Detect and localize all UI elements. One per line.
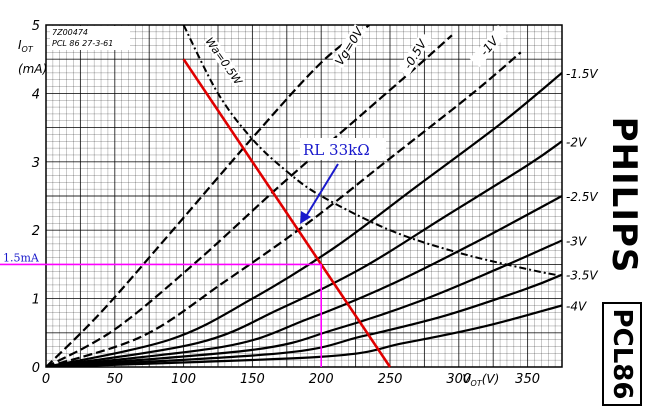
grid-voltage-label: -3V — [566, 234, 587, 248]
x-axis-label: VOT(V) — [462, 372, 499, 388]
series-curve — [46, 25, 371, 367]
op-point-label-bg — [1, 251, 45, 264]
y-tick-label: 1 — [32, 293, 40, 308]
brand-text: PHILIPS — [604, 116, 644, 274]
y-axis-label: IOT — [18, 38, 34, 54]
y-axis-unit: (mA) — [18, 62, 47, 76]
x-tick-label: 250 — [378, 372, 403, 387]
brand-logo: PHILIPS — [602, 117, 646, 274]
load-label-bg — [300, 138, 386, 160]
series-curve — [46, 72, 562, 367]
series-curve — [46, 304, 562, 367]
top-curve-label: Vg=0V — [332, 24, 366, 67]
power-label-bg — [203, 34, 245, 88]
model-text: PCL86 — [607, 308, 637, 400]
power-curve — [182, 25, 562, 278]
x-tick-label: 50 — [107, 372, 124, 387]
power-curve-label: Wa=0.5W — [203, 35, 246, 88]
model-label-box: PCL86 — [602, 302, 642, 406]
y-tick-label: 4 — [32, 87, 40, 102]
y-tick-label: 2 — [32, 224, 40, 239]
header-box — [50, 26, 130, 50]
grid-voltage-label: -2V — [566, 135, 587, 149]
series-curve — [46, 273, 562, 367]
grid-voltage-label: -4V — [566, 299, 587, 313]
load-label-arrow — [304, 163, 339, 219]
series-curve — [46, 51, 522, 367]
curves — [46, 25, 562, 367]
x-tick-label: 0 — [42, 372, 50, 387]
x-tick-label: 150 — [240, 372, 265, 387]
series-curve — [46, 239, 562, 367]
grid — [45, 24, 563, 368]
x-tick-label: 350 — [515, 372, 540, 387]
load-label-arrowhead — [300, 211, 311, 224]
top-label-bg — [331, 24, 366, 69]
series-curve — [46, 140, 562, 367]
header-text: PCL 86 27-3-61 — [52, 39, 113, 48]
x-tick-label: 300 — [446, 372, 471, 387]
op-point-label: 1.5mA — [3, 251, 40, 264]
y-tick-label: 3 — [32, 156, 40, 171]
grid-voltage-label: -1.5V — [566, 67, 598, 81]
y-tick-label: 0 — [32, 361, 40, 376]
header-text: 7Z00474 — [52, 28, 88, 37]
load-line-label: RL 33kΩ — [303, 141, 370, 159]
x-tick-label: 100 — [171, 372, 196, 387]
load-line — [182, 58, 392, 368]
grid-voltage-label: -2.5V — [566, 190, 598, 204]
top-label-bg — [397, 32, 432, 77]
series-curve — [46, 34, 453, 367]
x-tick-label: 200 — [309, 372, 334, 387]
top-label-bg — [469, 25, 508, 68]
series-curve — [46, 195, 562, 367]
y-tick-label: 5 — [32, 19, 40, 34]
grid-voltage-label: -3.5V — [566, 269, 598, 283]
